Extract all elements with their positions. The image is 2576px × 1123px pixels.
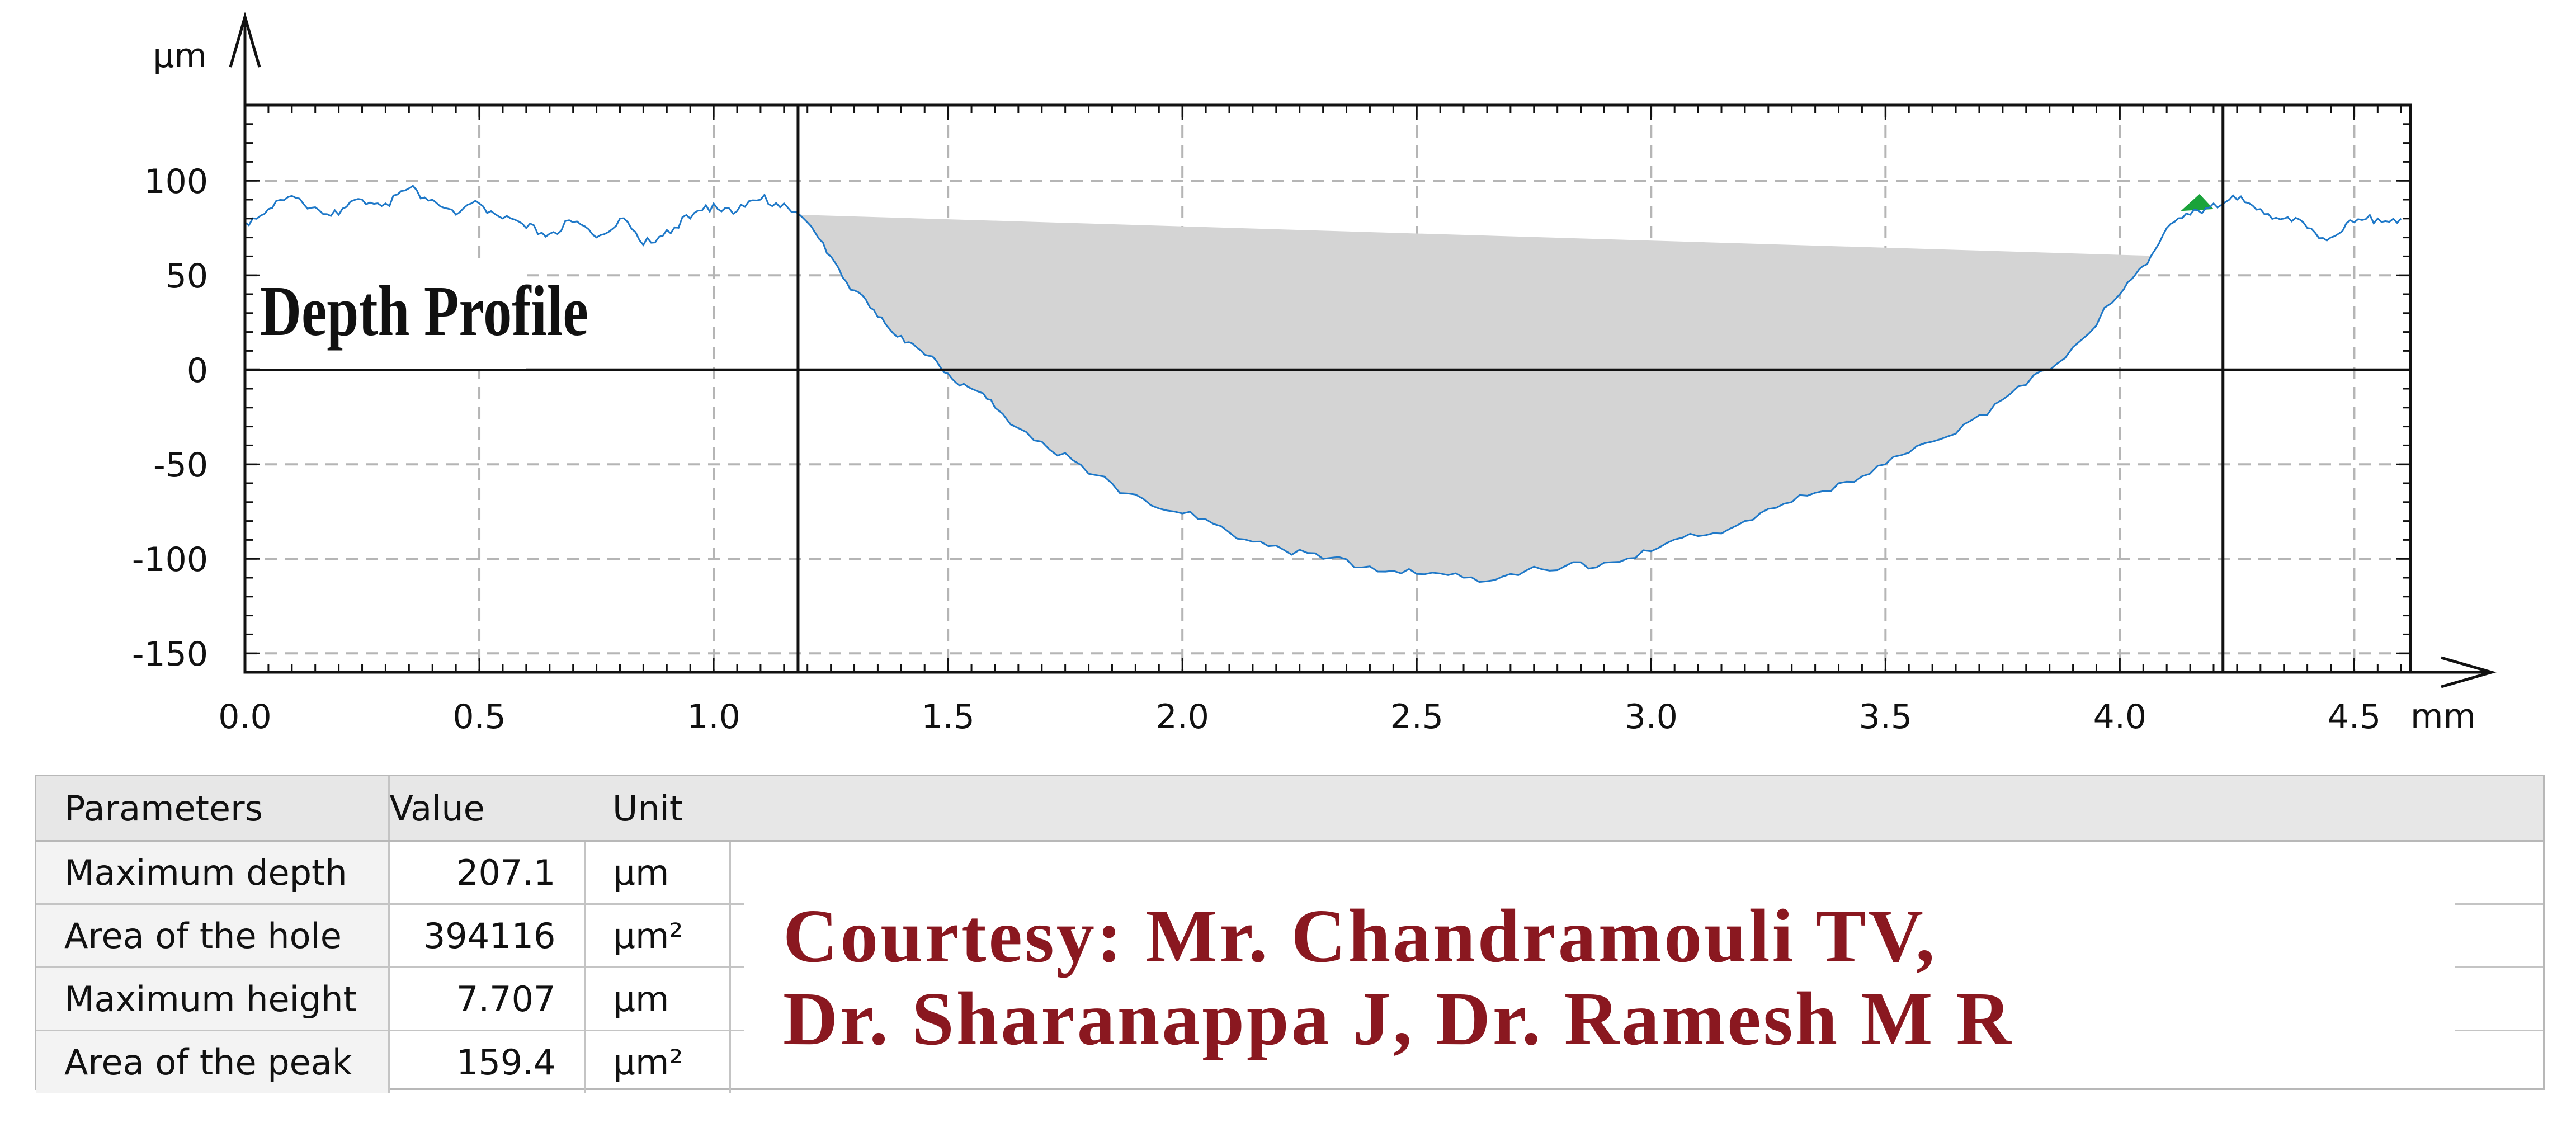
depth-profile-title: Depth Profile: [260, 263, 588, 369]
axis-arrows: [229, 11, 2497, 688]
param-value: 7.707: [389, 967, 586, 1031]
x-tick-label: 2.0: [1155, 697, 1209, 737]
x-tick-label: 0.5: [452, 697, 506, 737]
param-unit: µm: [584, 841, 731, 905]
y-tick-label: -100: [132, 540, 208, 579]
x-tick-labels: 0.0 0.5 1.0 1.5 2.0 2.5 3.0 3.5 4.0 4.5: [218, 697, 2381, 737]
param-name: Area of the hole: [36, 904, 390, 968]
param-name: Maximum height: [36, 967, 390, 1031]
y-tick-label: 0: [187, 351, 208, 390]
hole-area-fill: [799, 214, 2152, 582]
x-tick-label: 1.0: [687, 697, 740, 737]
peak-area-fill: [2181, 194, 2214, 211]
param-value: 159.4: [389, 1030, 586, 1093]
header-value: Value: [389, 776, 584, 842]
y-tick-label: -150: [132, 635, 208, 674]
x-tick-label: 0.0: [218, 697, 271, 737]
courtesy-line-2: Dr. Sharanappa J, Dr. Ramesh M R: [783, 977, 2013, 1061]
param-value: 207.1: [389, 841, 586, 905]
param-name: Area of the peak: [36, 1030, 390, 1093]
y-tick-label: 100: [144, 162, 208, 201]
param-name: Maximum depth: [36, 841, 390, 905]
profile-line: [244, 185, 2402, 583]
x-tick-label: 2.5: [1390, 697, 1443, 737]
y-tick-label: -50: [153, 446, 208, 485]
x-tick-label: 4.5: [2328, 697, 2381, 737]
table-row: Maximum depth 207.1 µm: [36, 841, 2543, 905]
x-tick-label: 4.0: [2093, 697, 2146, 737]
param-unit: µm: [584, 967, 731, 1031]
x-tick-label: 3.5: [1859, 697, 1912, 737]
courtesy-line-1: Courtesy: Mr. Chandramouli TV,: [783, 894, 1937, 978]
depth-profile-chart: 0.0 0.5 1.0 1.5 2.0 2.5 3.0 3.5 4.0 4.5 100 50 0 -50…: [132, 11, 2497, 737]
courtesy-note: Courtesy: Mr. Chandramouli TV, Dr. Shara…: [744, 894, 2455, 1061]
header-parameters: Parameters: [36, 776, 390, 842]
y-tick-labels: 100 50 0 -50 -100 -150: [132, 162, 208, 674]
header-unit: Unit: [584, 776, 730, 842]
y-tick-label: 50: [166, 257, 208, 296]
table-row: Area of the peak 159.4 µm²: [36, 1030, 2543, 1093]
x-tick-label: 1.5: [921, 697, 974, 737]
header-spacer: [730, 776, 2543, 842]
x-axis-unit: mm: [2410, 697, 2476, 736]
y-axis-arrowhead: [229, 11, 261, 68]
param-unit: µm²: [584, 904, 731, 968]
table-header-row: Parameters Value Unit: [36, 776, 2543, 842]
param-unit: µm²: [584, 1030, 731, 1093]
x-tick-label: 3.0: [1625, 697, 1678, 737]
y-axis-unit: µm: [153, 36, 207, 76]
param-value: 394116: [389, 904, 586, 968]
x-axis-arrowhead: [2441, 656, 2497, 688]
